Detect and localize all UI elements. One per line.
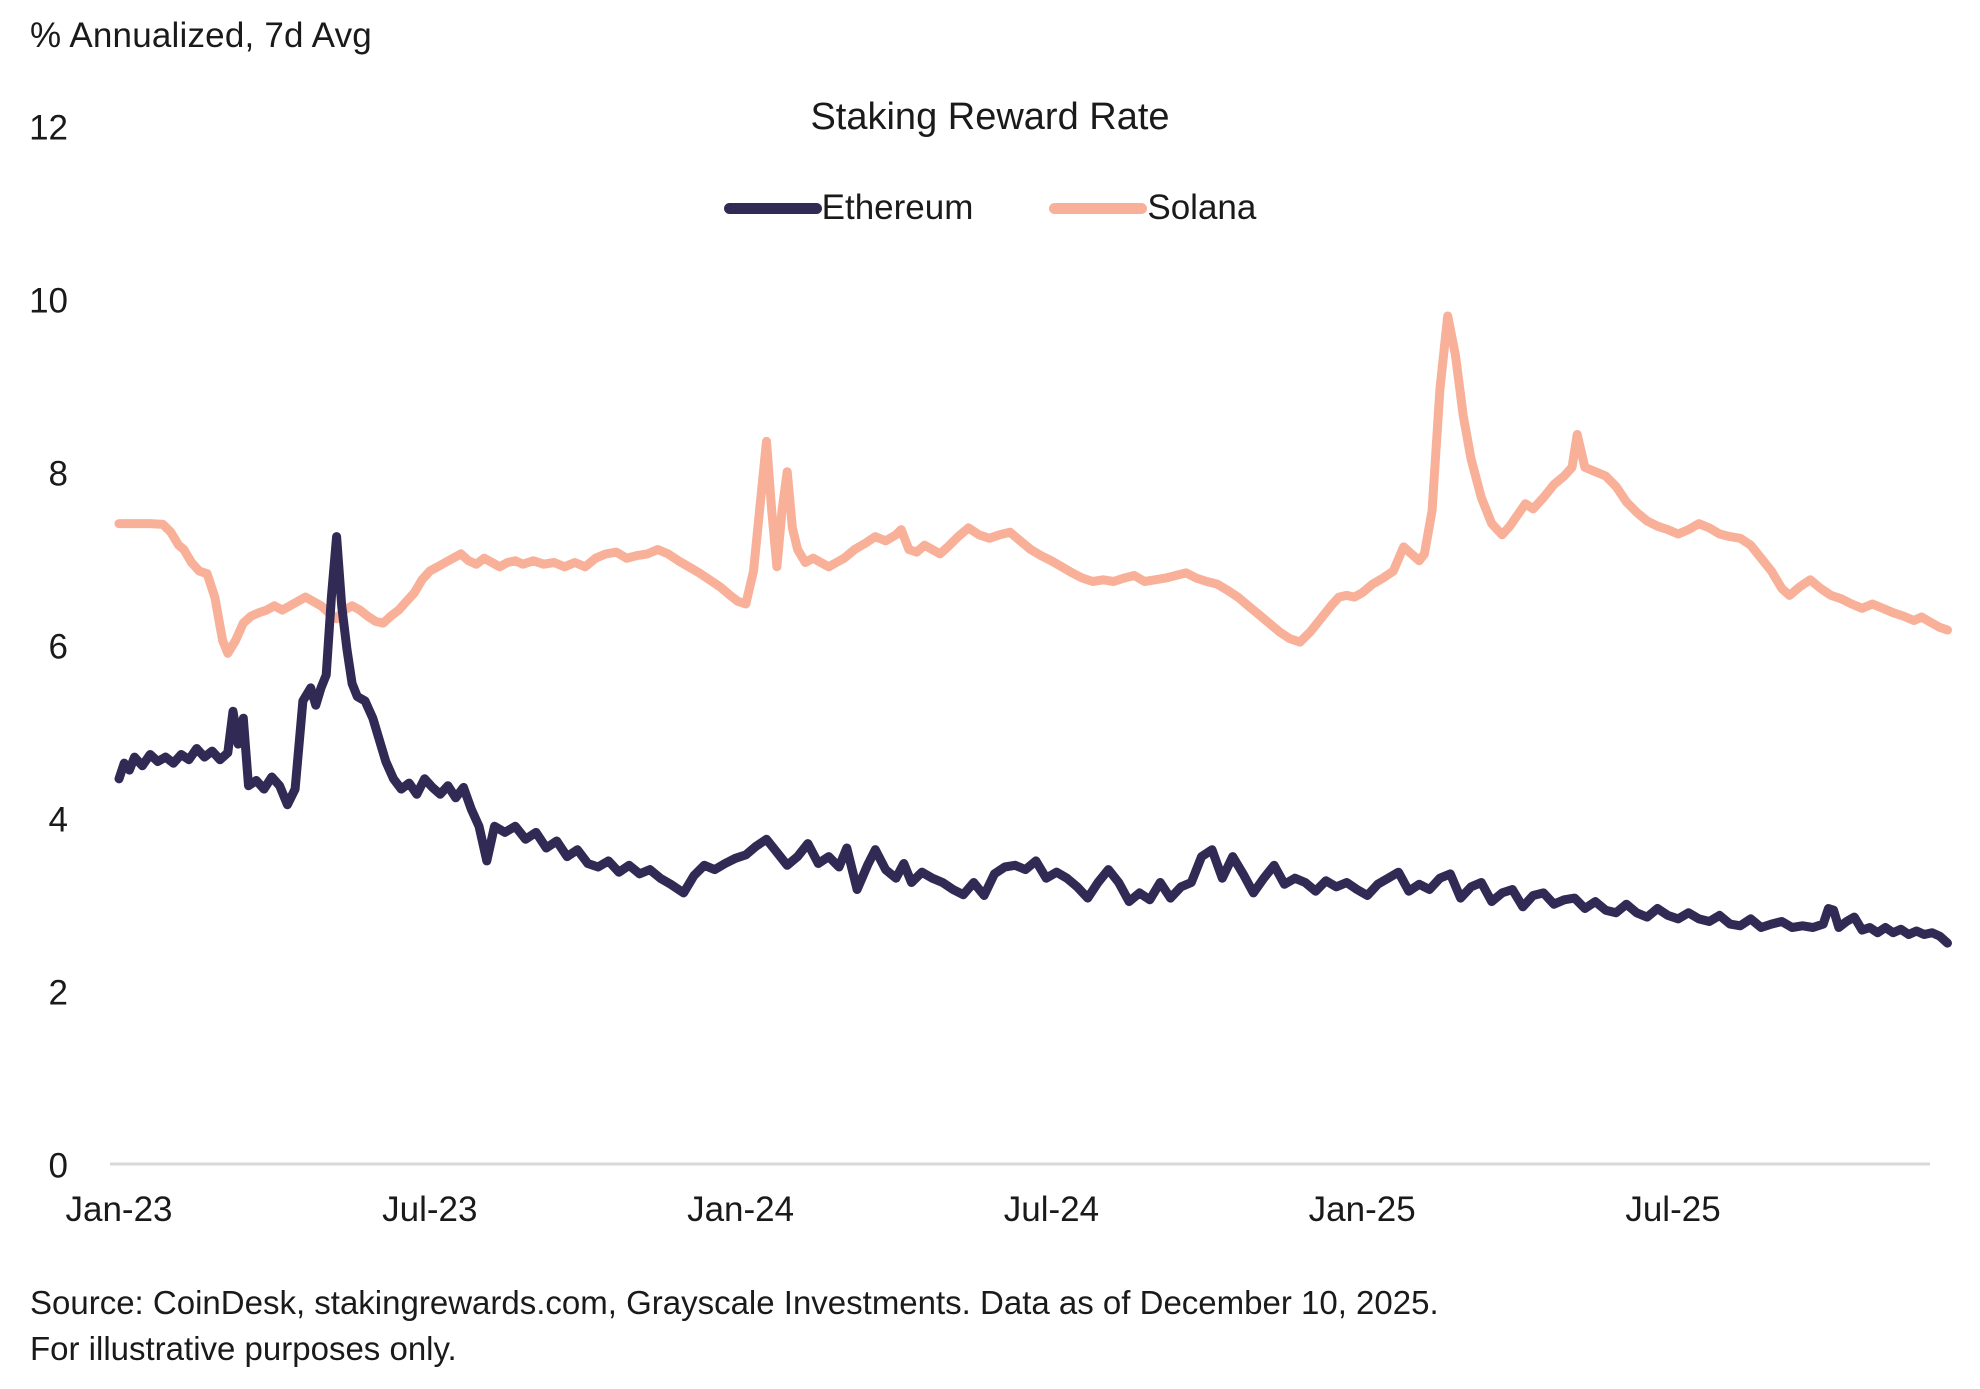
legend-item-ethereum: Ethereum [723,188,974,228]
x-tick-label-Jan-24: Jan-24 [687,1190,795,1229]
y-tick-label-2: 2 [48,973,68,1013]
chart-title: Staking Reward Rate [810,96,1170,138]
y-axis-unit-label: % Annualized, 7d Avg [30,16,372,55]
source-note: Source: CoinDesk, stakingrewards.com, Gr… [30,1284,1439,1367]
x-tick-label-Jul-25: Jul-25 [1625,1190,1721,1229]
ethereum-line-swatch-icon [723,202,822,214]
x-tick-label-Jul-24: Jul-24 [1003,1190,1100,1229]
solana-line-swatch-icon [1049,202,1148,214]
y-tick-label-4: 4 [48,800,68,840]
legend-label-ethereum: Ethereum [821,188,974,227]
legend-label-solana: Solana [1147,188,1257,227]
y-tick-label-0: 0 [48,1146,68,1186]
y-tick-label-12: 12 [29,108,68,148]
y-tick-label-10: 10 [29,281,68,321]
solana-line [114,311,1952,658]
legend-item-solana: Solana [1049,188,1256,228]
x-tick-label-Jan-23: Jan-23 [65,1190,173,1229]
legend: Ethereum Solana [0,188,1980,228]
y-tick-label-6: 6 [48,627,68,667]
ethereum-line [114,532,1952,948]
x-tick-label-Jul-23: Jul-23 [382,1190,478,1229]
x-tick-label-Jan-25: Jan-25 [1308,1190,1416,1229]
y-tick-label-8: 8 [48,454,68,494]
